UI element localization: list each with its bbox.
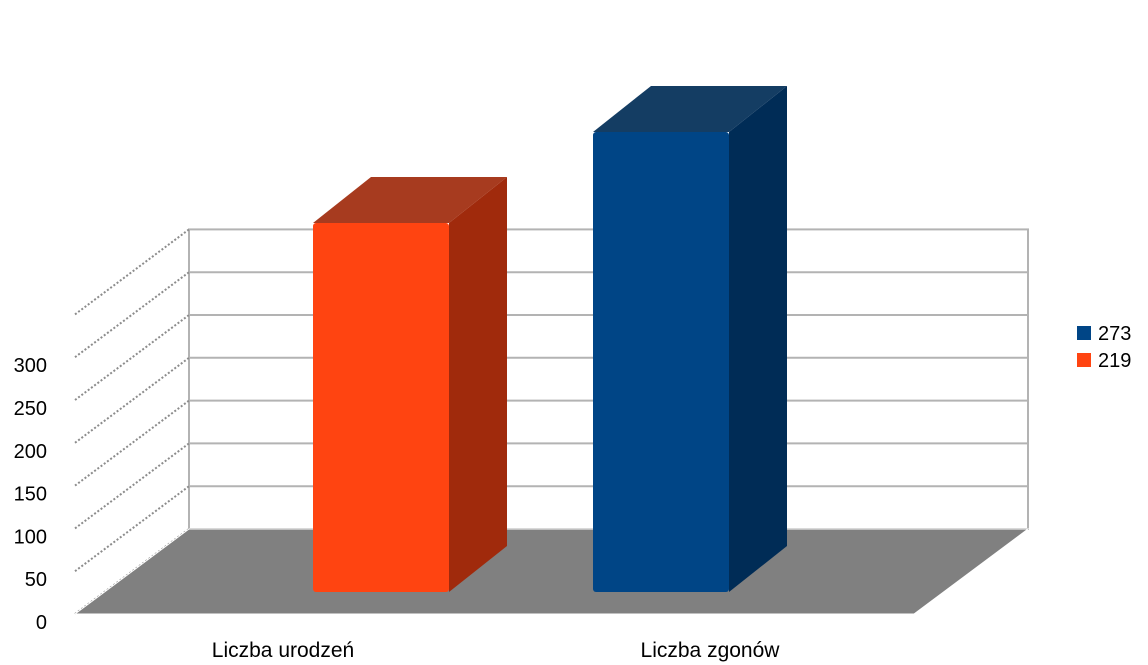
- bar: [593, 131, 729, 592]
- wall-grid-line: [74, 356, 190, 444]
- legend-swatch: [1077, 353, 1091, 367]
- wall-grid-line: [74, 442, 190, 530]
- y-tick-label: 250: [14, 398, 47, 420]
- y-tick-label: 100: [14, 526, 47, 548]
- bar: [313, 222, 449, 593]
- wall-grid-line: [74, 399, 190, 487]
- legend-swatch: [1077, 326, 1091, 340]
- bar-top: [313, 176, 507, 223]
- x-axis-labels: Liczba urodzeń Liczba zgonów: [212, 639, 781, 662]
- x-tick-label: Liczba zgonów: [641, 639, 781, 662]
- floor-plane: [73, 528, 1030, 615]
- wall-grid-line: [74, 314, 190, 401]
- y-tick-label: 200: [14, 441, 47, 463]
- legend-label: 219: [1098, 350, 1131, 372]
- x-tick-label: Liczba urodzeń: [212, 639, 354, 662]
- bar-side: [729, 85, 787, 593]
- bar-side: [449, 176, 507, 593]
- bar-top: [593, 85, 787, 132]
- y-tick-label: 300: [14, 355, 47, 377]
- y-tick-label: 0: [36, 612, 47, 634]
- y-axis-ticks: 0 50 100 150 200 250 300: [14, 355, 47, 634]
- chart-floor: [73, 528, 1030, 615]
- wall-grid-line: [74, 228, 190, 316]
- y-tick-label: 150: [14, 484, 47, 506]
- legend-label: 273: [1098, 323, 1131, 345]
- bars: [313, 85, 787, 593]
- wall-grid-line: [74, 271, 190, 359]
- y-tick-label: 50: [25, 569, 47, 591]
